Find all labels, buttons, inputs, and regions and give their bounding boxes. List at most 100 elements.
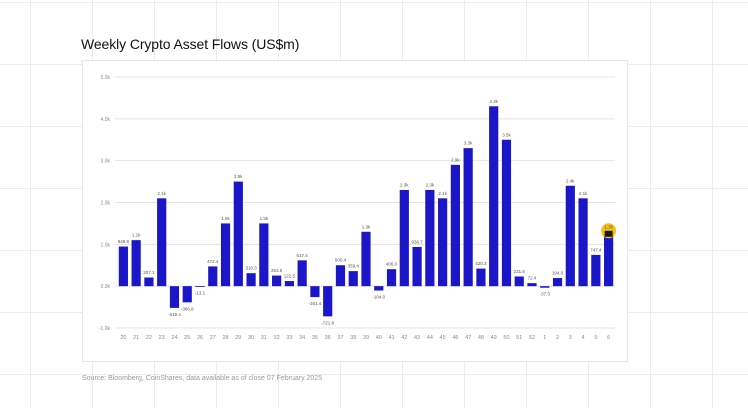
x-tick-label: 50 xyxy=(503,335,509,341)
bar-week-22 xyxy=(144,277,154,287)
y-axis-ticks: -1.0k 0.0k 1.0k 2.0k 3.0k 4.0k 5.0k xyxy=(99,75,111,332)
data-label: 1.1k xyxy=(132,233,141,238)
bar-week-45 xyxy=(438,198,448,287)
x-tick-label: 46 xyxy=(452,335,458,341)
x-tick-label: 35 xyxy=(312,335,318,341)
bar-week-34 xyxy=(297,260,307,287)
x-tick-label: 47 xyxy=(465,335,471,341)
data-label: -386.8 xyxy=(181,306,194,311)
x-tick-label: 28 xyxy=(222,335,228,341)
x-tick-label: 21 xyxy=(133,335,139,341)
bar-week-37 xyxy=(335,265,346,287)
x-tick-label: 4 xyxy=(582,335,585,341)
bar-week-35 xyxy=(310,286,320,298)
y-tick-label: 4.0k xyxy=(101,117,111,123)
data-label: 747.4 xyxy=(590,247,602,252)
bar-week-32 xyxy=(272,275,282,287)
x-tick-label: 30 xyxy=(248,335,254,341)
data-label: 2.1k xyxy=(157,191,166,196)
x-tick-label: 52 xyxy=(529,335,535,341)
data-label: 946.9 xyxy=(118,239,130,244)
data-labels: 946.91.1k 207.1 2.1k -519.4-386.8 -13.1 472.4… xyxy=(118,99,617,325)
x-tick-label: 24 xyxy=(171,335,177,341)
data-label: 406.0 xyxy=(386,262,398,267)
data-label: 122.5 xyxy=(284,274,296,279)
x-tick-label: 26 xyxy=(197,335,203,341)
x-tick-label: 42 xyxy=(401,335,407,341)
x-axis-ticks: 20 21 22 23 24 25 26 27 28 29 30 31 32 33 34 35 36 37 38 39… xyxy=(120,335,610,341)
bar-week-49 xyxy=(489,106,499,287)
data-label: 3.5k xyxy=(502,132,511,137)
x-tick-label: 1 xyxy=(543,335,546,341)
bar-week-52 xyxy=(527,283,537,287)
x-tick-label: 38 xyxy=(350,335,356,341)
data-label: -13.1 xyxy=(195,291,206,296)
bar-week-43 xyxy=(412,246,422,287)
x-tick-label: 40 xyxy=(376,335,382,341)
bar-week-48 xyxy=(476,268,486,287)
bar-week-50 xyxy=(501,139,512,287)
data-label: 1.3k xyxy=(604,224,613,229)
x-tick-label: 32 xyxy=(274,335,280,341)
data-label: 2.9k xyxy=(451,157,460,162)
bar-week-41 xyxy=(386,269,397,287)
x-tick-label: 5 xyxy=(594,335,597,341)
data-label: 2.1k xyxy=(438,191,447,196)
bar-week-2 xyxy=(552,278,563,287)
x-tick-label: 51 xyxy=(516,335,522,341)
x-tick-label: 23 xyxy=(159,335,165,341)
data-label: 617.4 xyxy=(297,253,309,258)
x-tick-label: 39 xyxy=(363,335,369,341)
y-tick-label: 5.0k xyxy=(101,75,111,81)
bar-week-42 xyxy=(399,189,409,287)
y-tick-label: 3.0k xyxy=(101,159,111,165)
source-note: Source: Bloomberg, CoinShares, data avai… xyxy=(82,375,323,382)
bar-week-21 xyxy=(131,240,141,287)
bar-week-44 xyxy=(425,189,435,287)
bar-week-40 xyxy=(374,286,384,291)
data-label: 2.1k xyxy=(579,191,588,196)
y-tick-label: 0.0k xyxy=(101,284,111,290)
chart-title: Weekly Crypto Asset Flows (US$m) xyxy=(81,36,300,52)
data-label: 2.3k xyxy=(400,182,409,187)
data-label: 1.3k xyxy=(362,224,371,229)
data-label: 4.3k xyxy=(489,99,498,104)
x-tick-label: 44 xyxy=(427,335,433,341)
x-tick-label: 36 xyxy=(325,335,331,341)
x-tick-label: 29 xyxy=(235,335,241,341)
bar-week-6 xyxy=(604,231,614,287)
bar-week-20 xyxy=(118,246,128,287)
data-label: 359.4 xyxy=(348,264,360,269)
x-tick-label: 45 xyxy=(440,335,446,341)
x-tick-label: 27 xyxy=(210,335,216,341)
x-tick-label: 33 xyxy=(286,335,292,341)
data-label: 253.5 xyxy=(271,268,283,273)
data-label: 472.4 xyxy=(207,259,219,264)
y-tick-label: 2.0k xyxy=(101,201,111,207)
bar-week-31 xyxy=(259,223,269,287)
data-label: 310.3 xyxy=(245,266,257,271)
bar-week-51 xyxy=(514,276,524,287)
bar-week-24 xyxy=(169,286,180,308)
bar-week-1 xyxy=(540,286,550,288)
data-label: 2.4k xyxy=(566,178,575,183)
data-label: 1.5k xyxy=(260,216,269,221)
x-tick-label: 41 xyxy=(388,335,394,341)
bar-week-25 xyxy=(182,286,192,303)
data-label: 1.5k xyxy=(221,216,230,221)
bar-week-23 xyxy=(157,198,167,287)
data-label: -104.0 xyxy=(372,295,385,300)
bar-week-29 xyxy=(233,181,243,287)
x-tick-label: 31 xyxy=(261,335,267,341)
x-tick-label: 43 xyxy=(414,335,420,341)
x-tick-label: 37 xyxy=(337,335,343,341)
data-label: -37.3 xyxy=(540,292,551,297)
bar-week-26 xyxy=(195,286,205,287)
y-tick-label: 1.0k xyxy=(101,242,111,248)
x-tick-label: 34 xyxy=(299,335,305,341)
bar-week-38 xyxy=(348,271,358,287)
bar-week-28 xyxy=(220,223,231,287)
x-tick-label: 6 xyxy=(607,335,610,341)
chart-panel xyxy=(82,60,628,362)
